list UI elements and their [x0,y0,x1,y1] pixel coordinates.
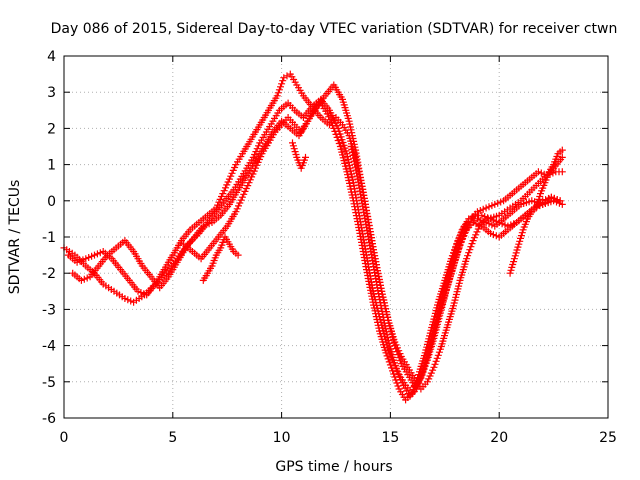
y-tick-label: -4 [42,339,56,355]
y-tick-label: -5 [42,375,56,391]
chart-title: Day 086 of 2015, Sidereal Day-to-day VTE… [51,21,618,37]
y-tick-label: 0 [47,194,56,210]
plus-markers [347,143,564,400]
plus-markers [506,146,566,277]
axis-ticks: 0 5 10 15 20 25 -6 -5 -4 -3 -2 -1 0 1 2 3 4 [42,49,617,446]
series-track-5 [347,143,564,400]
series-track-6 [506,146,566,277]
x-tick-label: 25 [599,430,617,446]
y-tick-label: 3 [47,85,56,101]
x-tick-label: 0 [60,430,69,446]
y-tick-label: -2 [42,266,56,282]
y-tick-label: -6 [42,411,56,427]
x-tick-label: 5 [168,430,177,446]
plus-markers [289,139,309,172]
y-tick-label: -1 [42,230,56,246]
y-axis-label: SDTVAR / TECUs [7,180,23,295]
series-track-8 [289,139,309,172]
y-tick-label: -3 [42,302,56,318]
x-tick-label: 10 [273,430,291,446]
y-tick-label: 4 [47,49,56,65]
data-markers [60,70,566,404]
x-tick-label: 20 [490,430,508,446]
plus-markers [199,233,242,284]
y-tick-label: 1 [47,158,56,174]
x-axis-label: GPS time / hours [275,459,392,475]
series-track-7 [199,233,242,284]
y-tick-label: 2 [47,121,56,137]
x-tick-label: 15 [381,430,399,446]
